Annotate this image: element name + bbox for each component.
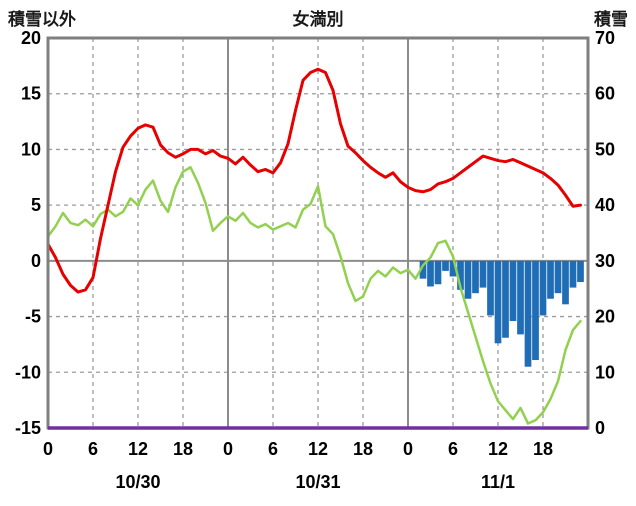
right-tick-label: 60	[595, 84, 615, 104]
hour-tick-label: 0	[403, 439, 413, 459]
red-line	[46, 67, 582, 294]
right-tick-label: 30	[595, 251, 615, 271]
hour-tick-label: 12	[128, 439, 148, 459]
snow-bar	[442, 260, 449, 271]
snow-bar	[449, 260, 457, 277]
right-tick-label: 70	[595, 28, 615, 48]
left-tick-label: 15	[21, 84, 41, 104]
snow-bar	[472, 260, 479, 294]
snow-bar	[547, 260, 554, 299]
snow-bar	[434, 260, 442, 285]
left-axis-title: 積雪以外	[8, 10, 76, 29]
snow-bar	[494, 260, 502, 344]
snow-bar	[532, 260, 539, 361]
left-tick-label: -15	[15, 418, 41, 438]
hour-tick-label: 0	[43, 439, 53, 459]
snow-bar	[427, 260, 434, 287]
left-tick-label: 0	[31, 251, 41, 271]
hour-tick-label: 18	[353, 439, 373, 459]
right-tick-label: 10	[595, 362, 615, 382]
hour-tick-label: 12	[308, 439, 328, 459]
green-line	[46, 166, 582, 425]
snow-bar	[419, 260, 427, 279]
snow-bar	[517, 260, 524, 335]
chart-title: 女満別	[292, 10, 344, 29]
snow-bar	[569, 260, 577, 288]
hour-tick-label: 6	[88, 439, 98, 459]
snow-bar	[509, 260, 517, 322]
left-tick-label: 10	[21, 139, 41, 159]
left-tick-label: -10	[15, 362, 41, 382]
snow-bar	[562, 260, 569, 305]
snow-bar	[487, 260, 494, 316]
snow-bar	[577, 260, 584, 283]
snow-bar	[539, 260, 547, 316]
hour-tick-label: 18	[533, 439, 553, 459]
snow-bar	[502, 260, 509, 338]
date-label: 11/1	[481, 472, 515, 492]
date-label: 10/31	[295, 472, 340, 492]
left-tick-label: 5	[31, 195, 41, 215]
hour-tick-label: 18	[173, 439, 193, 459]
right-tick-label: 20	[595, 307, 615, 327]
hour-tick-label: 0	[223, 439, 233, 459]
snow-bar	[554, 260, 562, 294]
left-tick-label: 20	[21, 28, 41, 48]
snow-bar	[479, 260, 487, 288]
hour-tick-label: 6	[448, 439, 458, 459]
right-axis-title: 積雪	[594, 10, 628, 29]
left-tick-label: -5	[25, 307, 41, 327]
right-tick-label: 40	[595, 195, 615, 215]
right-tick-label: 50	[595, 139, 615, 159]
snow-bar	[457, 260, 464, 290]
date-label: 10/30	[115, 472, 160, 492]
right-tick-label: 0	[595, 418, 605, 438]
snow-bar	[524, 260, 532, 367]
snow-bar	[464, 260, 472, 299]
hour-tick-label: 6	[268, 439, 278, 459]
hour-tick-label: 12	[488, 439, 508, 459]
